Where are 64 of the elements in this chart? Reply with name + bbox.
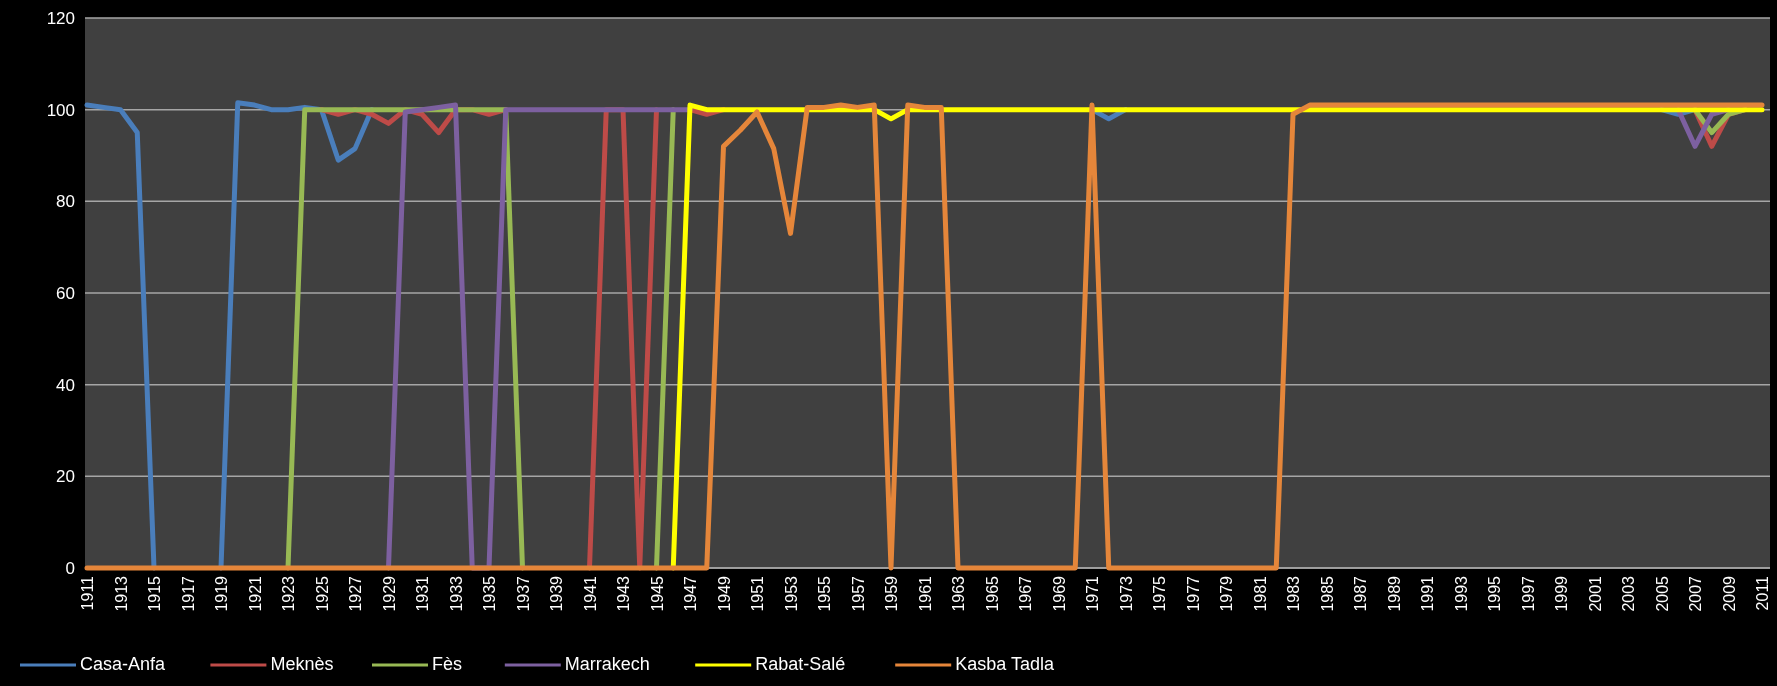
- x-tick-label: 1945: [648, 575, 666, 612]
- x-tick-label: 1983: [1285, 575, 1302, 612]
- x-tick-label: 1977: [1184, 575, 1202, 612]
- x-tick-label: 1939: [548, 575, 565, 612]
- y-tick-label: 100: [46, 100, 75, 120]
- x-tick-label: 1925: [313, 575, 331, 612]
- x-tick-label: 1915: [146, 575, 163, 612]
- x-tick-label: 1935: [481, 575, 498, 612]
- x-tick-label: 1921: [246, 575, 264, 612]
- legend-label: Casa-Anfa: [80, 654, 167, 674]
- legend-label: Rabat-Salé: [755, 654, 846, 674]
- x-tick-label: 1911: [79, 575, 96, 611]
- x-tick-label: 1999: [1553, 575, 1570, 612]
- x-tick-label: 1979: [1218, 575, 1235, 612]
- y-tick-label: 80: [56, 192, 75, 212]
- x-tick-label: 1971: [1084, 575, 1101, 612]
- x-tick-label: 2001: [1586, 575, 1604, 612]
- x-tick-label: 1987: [1352, 575, 1369, 612]
- legend-label: Fès: [432, 654, 463, 674]
- x-tick-label: 2003: [1620, 575, 1637, 612]
- x-tick-label: 1919: [213, 575, 230, 612]
- x-tick-label: 1949: [715, 575, 733, 612]
- x-tick-label: 1995: [1486, 575, 1503, 612]
- x-tick-label: 1933: [447, 575, 465, 612]
- x-tick-label: 1955: [816, 575, 833, 612]
- x-tick-label: 2011: [1754, 575, 1771, 611]
- x-tick-label: 1943: [615, 575, 632, 612]
- x-tick-label: 1997: [1519, 575, 1537, 612]
- legend-label: Marrakech: [564, 654, 650, 674]
- x-tick-label: 1973: [1117, 575, 1135, 612]
- x-tick-label: 1927: [347, 575, 364, 612]
- x-tick-label: 1975: [1151, 575, 1168, 612]
- x-tick-label: 1981: [1251, 575, 1269, 612]
- y-tick-label: 0: [65, 558, 75, 578]
- y-tick-label: 60: [56, 283, 75, 303]
- x-tick-label: 1957: [849, 575, 867, 612]
- x-tick-label: 2005: [1653, 575, 1671, 612]
- x-tick-label: 1959: [883, 575, 900, 612]
- x-tick-label: 1931: [414, 575, 431, 612]
- x-tick-label: 1991: [1419, 575, 1436, 612]
- x-tick-label: 1947: [682, 575, 699, 612]
- y-tick-label: 120: [46, 8, 75, 28]
- x-tick-label: 2009: [1720, 575, 1738, 612]
- x-tick-label: 1985: [1318, 575, 1336, 612]
- y-tick-label: 40: [56, 375, 75, 395]
- x-tick-label: 2007: [1687, 575, 1704, 612]
- x-tick-label: 1937: [514, 575, 532, 612]
- x-tick-label: 1967: [1017, 575, 1034, 612]
- x-tick-label: 1951: [749, 575, 766, 612]
- x-tick-label: 1965: [983, 575, 1001, 612]
- x-tick-label: 1941: [581, 575, 599, 612]
- legend-label: Kasba Tadla: [955, 654, 1055, 674]
- y-tick-label: 20: [56, 467, 75, 487]
- x-tick-label: 1989: [1385, 575, 1403, 612]
- x-tick-label: 1963: [950, 575, 967, 612]
- x-tick-label: 1923: [280, 575, 297, 612]
- x-tick-label: 1953: [782, 575, 800, 612]
- x-tick-label: 1961: [916, 575, 934, 612]
- x-tick-label: 1993: [1452, 575, 1470, 612]
- legend-label: Meknès: [270, 654, 334, 674]
- x-tick-label: 1913: [112, 575, 130, 612]
- x-tick-label: 1917: [179, 575, 197, 612]
- x-tick-label: 1969: [1050, 575, 1068, 612]
- x-tick-label: 1929: [380, 575, 398, 612]
